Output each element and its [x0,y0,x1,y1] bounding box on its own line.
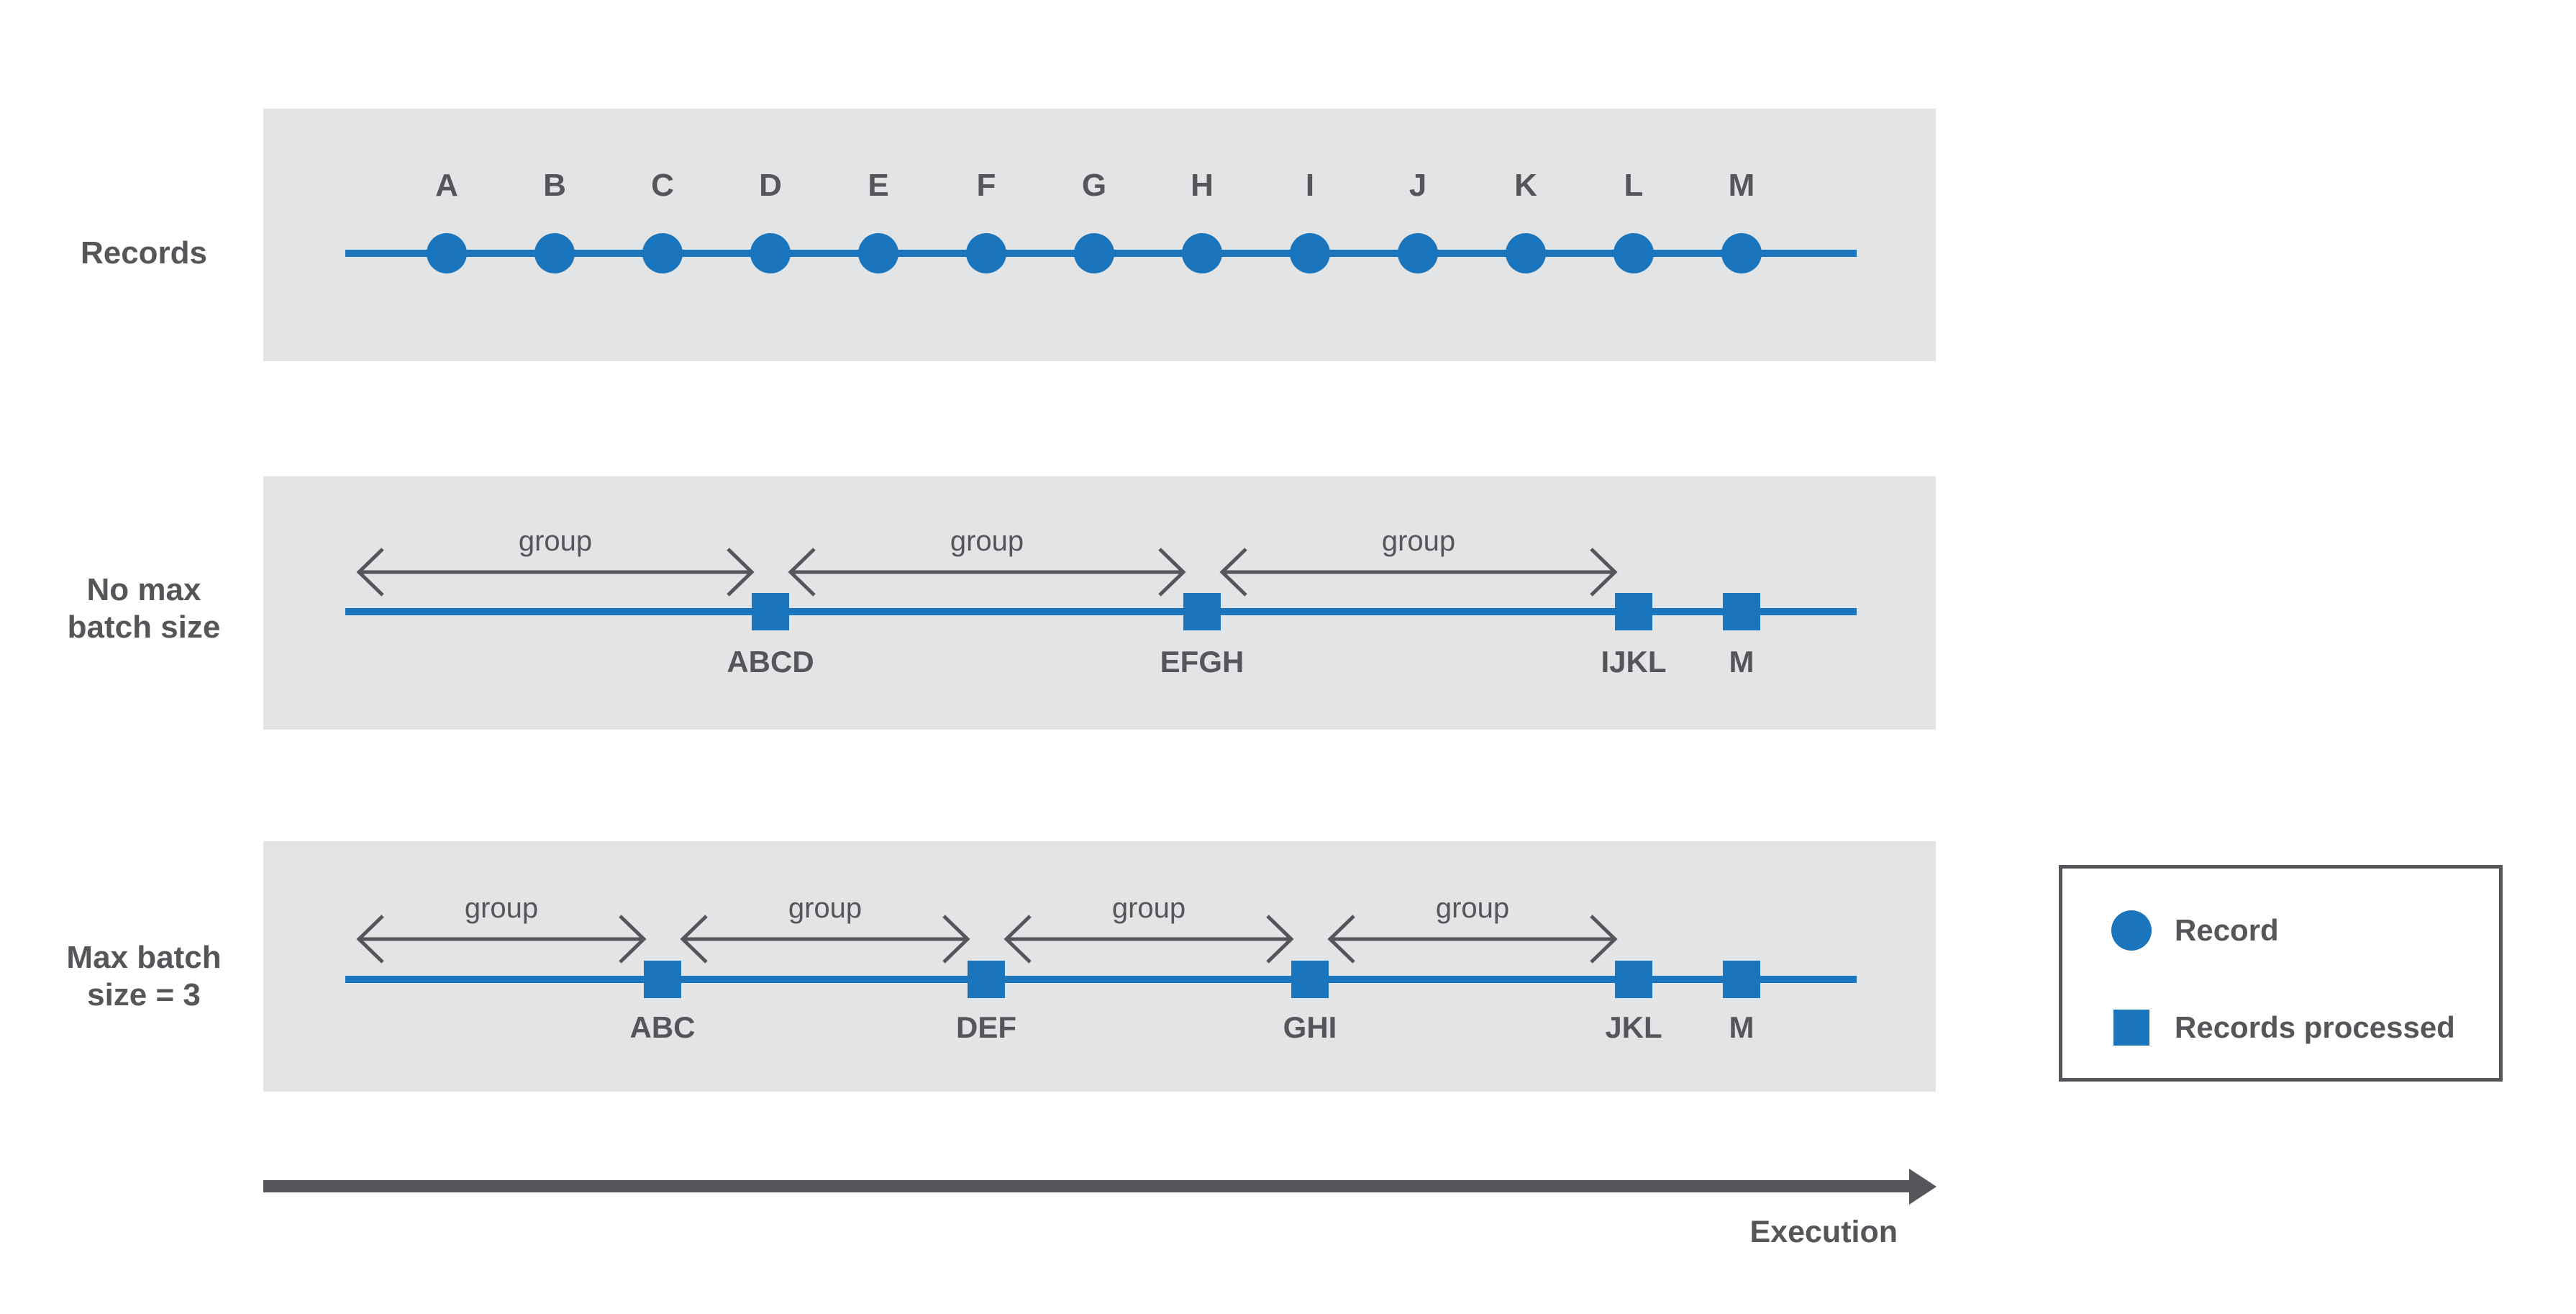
record-letter: I [1305,168,1315,203]
group-extent-arrow [356,548,755,597]
batch-label: M [1729,645,1754,679]
record-letter: F [976,168,996,203]
group-label: group [1381,525,1456,557]
records-processed-square-icon [1615,961,1652,998]
batch-label: ABC [629,1010,696,1044]
record-circle-icon [427,233,467,273]
record-circle-icon [1074,233,1114,273]
record-letter: J [1408,168,1427,203]
record-letter: E [868,168,889,203]
group-extent-arrow [1003,915,1294,964]
row-panel-2 [263,841,1936,1092]
record-circle-icon [1614,233,1654,273]
group-label: group [1435,892,1510,924]
record-letter: M [1728,168,1755,203]
record-circle-icon [642,233,683,273]
group-extent-arrow [680,915,970,964]
record-circle-icon [1506,233,1546,273]
records-processed-square-icon [2113,1010,2149,1046]
group-extent-arrow [1327,915,1618,964]
batch-label: GHI [1283,1010,1337,1044]
records-processed-square-icon [1183,593,1221,630]
group-extent-arrow [788,548,1186,597]
row-label-2: Max batch size = 3 [66,940,222,1012]
record-circle-icon [1290,233,1330,273]
batch-label: JKL [1605,1010,1662,1044]
records-processed-square-icon [1291,961,1329,998]
batch-label: M [1729,1010,1754,1044]
record-letter: L [1624,168,1644,203]
timeline-1 [345,608,1857,615]
group-label: group [518,525,593,557]
row-label-1: No max batch size [67,572,221,645]
group-extent-arrow [356,915,647,964]
group-label: group [464,892,539,924]
batch-label: EFGH [1160,645,1244,679]
legend-record-label: Record [2175,913,2279,947]
records-processed-square-icon [968,961,1005,998]
record-circle-icon [534,233,575,273]
record-letter: D [759,168,782,203]
execution-arrowhead-icon [1909,1169,1936,1205]
records-processed-square-icon [644,961,681,998]
row-label-0: Records [80,235,208,271]
legend-records-processed-label: Records processed [2175,1010,2455,1044]
record-letter: G [1081,168,1107,203]
batch-label: IJKL [1601,645,1667,679]
record-circle-icon [750,233,791,273]
record-circle-icon [1721,233,1762,273]
records-processed-square-icon [1615,593,1652,630]
record-circle-icon [2111,910,2152,951]
group-label: group [1111,892,1186,924]
records-processed-square-icon [1723,961,1760,998]
record-letter: K [1514,168,1537,203]
group-label: group [950,525,1024,557]
records-processed-square-icon [1723,593,1760,630]
group-extent-arrow [1219,548,1618,597]
record-letter: H [1191,168,1214,203]
record-circle-icon [858,233,898,273]
execution-label: Execution [1749,1215,1898,1249]
timeline-2 [345,976,1857,983]
records-processed-square-icon [752,593,789,630]
record-letter: C [651,168,674,203]
record-circle-icon [1398,233,1438,273]
record-letter: A [435,168,458,203]
group-label: group [788,892,863,924]
execution-arrow-line [263,1180,1911,1192]
record-letter: B [543,168,566,203]
batch-label: DEF [956,1010,1016,1044]
record-circle-icon [966,233,1006,273]
row-panel-1 [263,476,1936,730]
record-circle-icon [1182,233,1222,273]
batch-label: ABCD [727,645,814,679]
legend: Record Records processed [2059,865,2503,1082]
